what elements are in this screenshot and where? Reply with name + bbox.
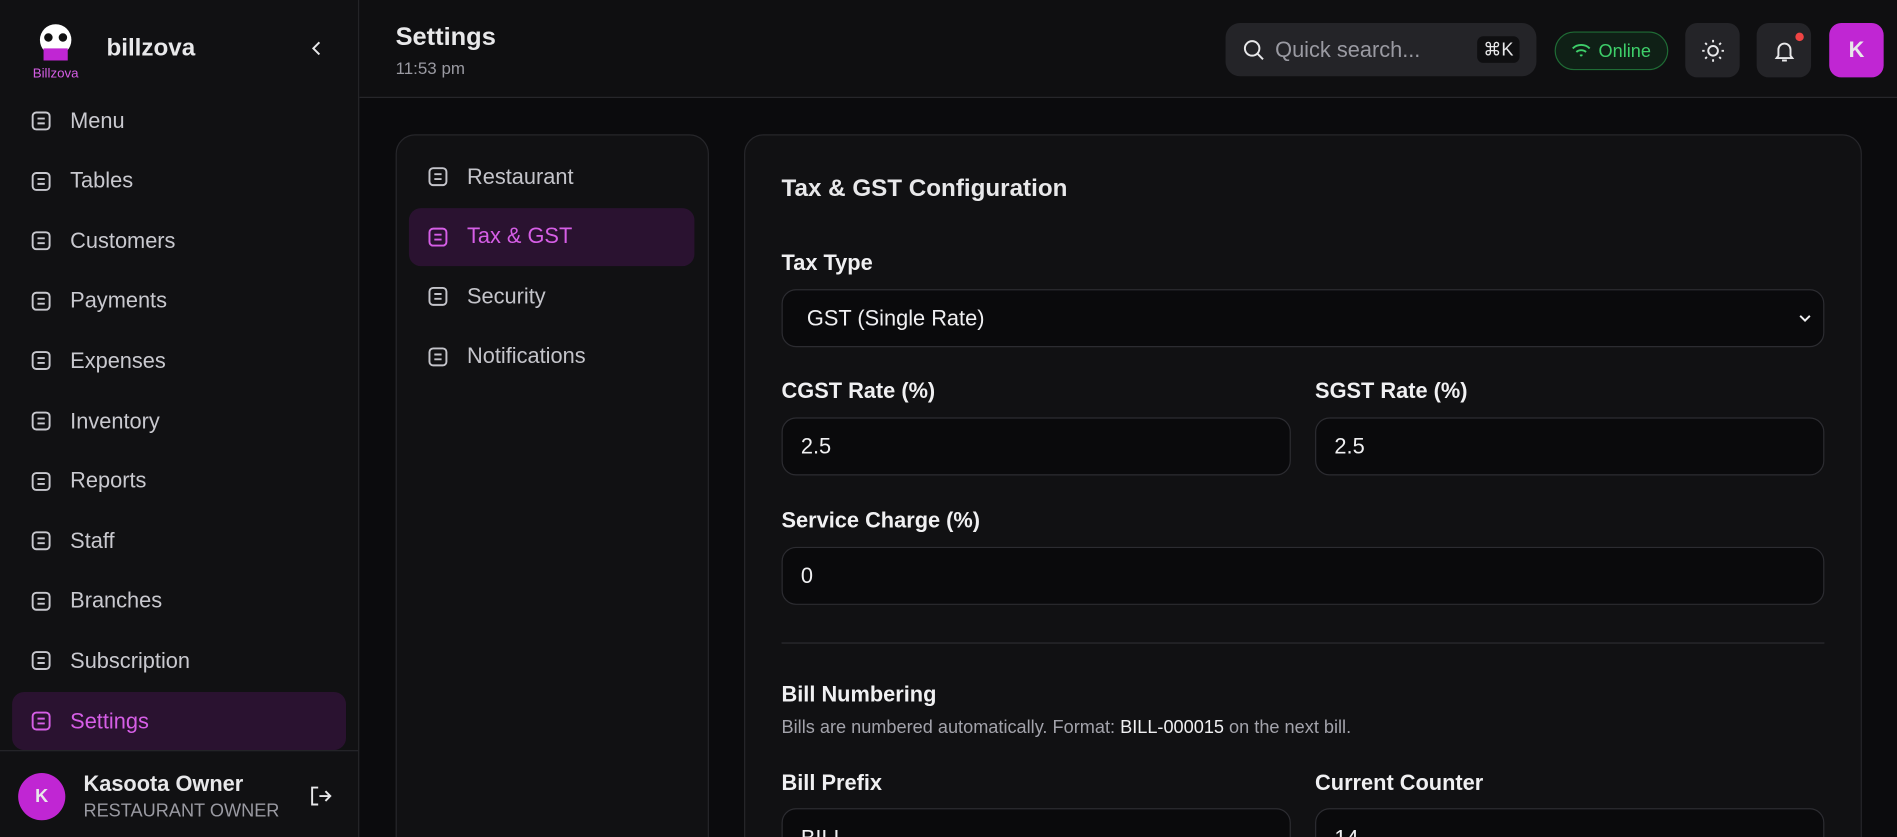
header: Settings 11:53 pm Quick search... ⌘K Onl… [359, 0, 1897, 98]
note-text: Bills are numbered automatically. Format… [781, 717, 1116, 738]
search-placeholder: Quick search... [1275, 36, 1421, 62]
nav-item[interactable]: Staff [12, 512, 346, 570]
user-avatar: K [18, 773, 66, 821]
notifications-button[interactable] [1756, 22, 1812, 78]
nav-icon [31, 111, 51, 131]
nav-icon [31, 231, 51, 251]
nav-icon [31, 411, 51, 431]
nav-label: Security [466, 283, 546, 309]
settings-nav-item[interactable]: Restaurant [409, 148, 695, 206]
shortcut: ⌘K [1477, 36, 1520, 63]
time: 11:53 pm [395, 58, 465, 78]
section-note: Bills are numbered automatically. Format… [782, 717, 1352, 738]
settings-nav-item[interactable]: Security [409, 268, 695, 326]
nav-item[interactable]: Branches [12, 572, 346, 630]
nav-icon [31, 591, 51, 611]
nav-label: Reports [70, 468, 147, 493]
nav-icon [428, 347, 448, 367]
nav-icon [31, 471, 51, 491]
logo-text: Billzova [32, 66, 79, 82]
nav-label: Menu [70, 108, 125, 133]
settings-panel: Tax & GST Configuration Tax Type GST (Si… [744, 134, 1862, 837]
nav-label: Notifications [466, 343, 586, 369]
nav-item[interactable]: Payments [12, 272, 346, 330]
nav-icon [428, 227, 448, 247]
nav-label: Restaurant [466, 163, 574, 189]
logo-icon [39, 24, 72, 61]
logo: Billzova [24, 22, 87, 81]
nav-icon [428, 167, 448, 187]
nav-label: Tax & GST [466, 223, 573, 249]
field-label: Tax Type [781, 250, 873, 275]
nav-label: Staff [70, 528, 115, 553]
notification-dot [1795, 32, 1804, 42]
logout-button[interactable] [308, 784, 332, 808]
nav-item[interactable]: Inventory [12, 392, 346, 450]
bill-prefix-input[interactable]: BILL [781, 808, 1291, 837]
section-title: Bill Numbering [781, 682, 937, 707]
nav-icon [31, 291, 51, 311]
note-format: BILL-000015 [1120, 717, 1225, 738]
sgst-input[interactable]: 2.5 [1315, 417, 1825, 476]
counter-input[interactable]: 14 [1315, 808, 1825, 837]
nav-item[interactable]: Customers [12, 212, 346, 270]
nav-label: Settings [70, 708, 149, 733]
header-avatar[interactable]: K [1829, 22, 1884, 78]
nav-item[interactable]: Tables [12, 152, 346, 210]
user-name: Kasoota Owner [83, 771, 244, 797]
select-value: GST (Single Rate) [806, 305, 985, 330]
collapse-button[interactable] [307, 39, 326, 58]
nav-icon [31, 351, 51, 371]
field-label: Current Counter [1315, 770, 1484, 795]
nav-label: Branches [70, 588, 163, 613]
theme-button[interactable] [1685, 22, 1740, 78]
nav-icon [428, 287, 448, 307]
settings-nav-item[interactable]: Notifications [409, 328, 695, 386]
nav-icon [31, 531, 51, 551]
settings-nav: Restaurant Tax & GST Security Notifications [395, 134, 709, 837]
nav-label: Tables [70, 168, 134, 193]
nav-label: Payments [70, 288, 168, 313]
brand-name: billzova [106, 35, 196, 62]
service-charge-input[interactable]: 0 [781, 546, 1825, 605]
field-label: Service Charge (%) [781, 508, 981, 533]
wifi-icon [1572, 44, 1591, 57]
nav-item[interactable]: Expenses [12, 332, 346, 390]
page-title: Settings [395, 22, 496, 51]
nav-item[interactable]: Reports [12, 452, 346, 510]
sun-icon [1701, 39, 1724, 62]
nav-label: Customers [70, 228, 176, 253]
search-icon [1243, 40, 1264, 60]
user-role: RESTAURANT OWNER [83, 800, 280, 822]
divider [0, 750, 359, 752]
divider [781, 642, 1825, 644]
nav-item[interactable]: Subscription [12, 632, 346, 690]
nav-label: Expenses [70, 348, 166, 373]
nav-icon [31, 171, 51, 191]
chevron [1799, 315, 1811, 322]
tax-type-select[interactable]: GST (Single Rate) [781, 289, 1825, 348]
nav-item[interactable]: Settings [12, 692, 347, 751]
bell-icon [1774, 41, 1794, 61]
nav-item[interactable]: Menu [12, 92, 346, 150]
search-box[interactable]: Quick search... ⌘K [1225, 22, 1537, 77]
nav-label: Inventory [70, 408, 160, 433]
sidebar: Billzova billzova Menu Tables Customers Pay… [0, 0, 360, 837]
nav-icon [31, 651, 51, 671]
nav-label: Subscription [70, 648, 191, 673]
note-text: on the next bill. [1229, 717, 1352, 738]
settings-nav-item[interactable]: Tax & GST [408, 207, 695, 266]
field-label: SGST Rate (%) [1315, 378, 1468, 403]
nav-icon [31, 711, 51, 731]
field-label: CGST Rate (%) [781, 378, 936, 403]
status-badge: Online [1554, 31, 1669, 71]
field-label: Bill Prefix [781, 770, 882, 795]
panel-title: Tax & GST Configuration [781, 175, 1068, 203]
status-text: Online [1598, 40, 1651, 62]
cgst-input[interactable]: 2.5 [781, 417, 1291, 476]
